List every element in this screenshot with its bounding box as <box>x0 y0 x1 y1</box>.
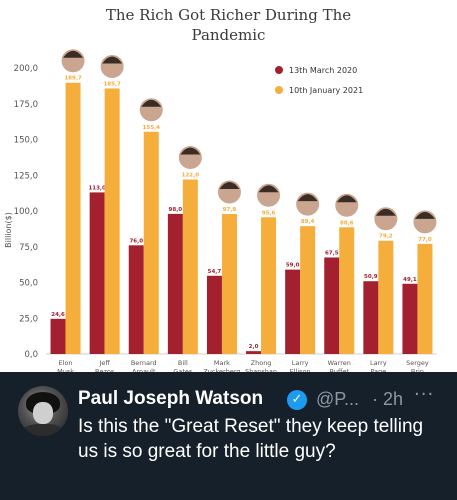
x-tick-label: Larry <box>292 359 309 367</box>
x-tick-label: Arnault <box>132 368 156 373</box>
x-tick-label: Page <box>370 368 386 373</box>
person-hair-icon <box>219 182 240 190</box>
person-hair-icon <box>141 99 162 107</box>
bar-january-2021 <box>378 240 394 354</box>
x-tick-label: Mark <box>214 359 230 367</box>
bar-january-2021 <box>300 226 316 354</box>
y-tick-label: 50,0 <box>19 279 38 289</box>
data-label: 113,0 <box>88 185 106 191</box>
data-label: 89,4 <box>301 219 315 225</box>
data-label: 185,7 <box>103 81 121 87</box>
x-tick-label: Gates <box>173 368 193 373</box>
data-label: 76,0 <box>129 238 143 244</box>
legend-label: 13th March 2020 <box>289 66 357 75</box>
x-tick-label: Sergey <box>406 359 429 367</box>
y-tick-label: 75,0 <box>19 243 38 253</box>
bar-january-2021 <box>261 217 277 354</box>
chart-panel: 0,0 25,0 50,0 75,0 100,0 125,0 150,0 175,0 200,0… <box>4 6 438 373</box>
x-tick-label: Shanshan <box>245 368 277 373</box>
data-label: 24,6 <box>51 312 65 318</box>
bar-march-2020 <box>246 351 262 354</box>
x-tick-label: Zuckerberg <box>203 368 240 373</box>
data-label: 67,5 <box>325 250 339 256</box>
x-tick-label: Warren <box>328 359 351 367</box>
data-label: 155,4 <box>143 125 161 131</box>
data-label: 122,0 <box>182 173 200 179</box>
bar-march-2020 <box>206 275 222 354</box>
bar-march-2020 <box>50 318 66 354</box>
y-tick-label: 25,0 <box>19 314 38 324</box>
x-tick-label: Buffet <box>329 368 349 373</box>
verified-badge-icon: ✓ <box>287 390 307 410</box>
chart-title-line2: Pandemic <box>191 26 266 44</box>
data-label: 98,0 <box>169 207 183 213</box>
data-label: 79,2 <box>379 234 393 240</box>
bar-march-2020 <box>128 245 144 354</box>
bar-march-2020 <box>324 257 340 354</box>
y-tick-label: 200,0 <box>14 64 38 74</box>
x-tick-label: Musk <box>57 368 74 373</box>
tweet-timestamp[interactable]: · 2h <box>372 389 404 409</box>
data-label: 49,1 <box>403 277 417 283</box>
tweet-card[interactable]: Paul Joseph Watson ✓ @P... · 2h ··· Is t… <box>0 372 457 500</box>
bar-january-2021 <box>65 82 81 354</box>
y-axis-label: Billion($) <box>4 212 13 248</box>
bar-january-2021 <box>339 227 355 354</box>
x-tick-label: Brin <box>411 368 424 373</box>
bar-chart: 0,0 25,0 50,0 75,0 100,0 125,0 150,0 175,0 200,0… <box>4 48 438 373</box>
data-label: 88,6 <box>340 220 354 226</box>
person-hair-icon <box>375 208 396 216</box>
chart-title-line1: The Rich Got Richer During The <box>105 6 352 24</box>
data-label: 97,9 <box>223 207 237 213</box>
person-hair-icon <box>336 195 357 203</box>
bar-march-2020 <box>167 213 183 354</box>
x-tick-label: Bezos <box>95 368 115 373</box>
y-tick-label: 175,0 <box>14 100 38 110</box>
person-hair-icon <box>102 56 123 64</box>
bar-march-2020 <box>285 269 301 354</box>
person-hair-icon <box>414 211 435 219</box>
y-tick-label: 0,0 <box>24 350 38 360</box>
x-tick-label: Zhong <box>251 359 272 367</box>
tweet-author-name[interactable]: Paul Joseph Watson <box>78 388 264 409</box>
bar-march-2020 <box>89 192 105 354</box>
bar-january-2021 <box>104 88 120 354</box>
data-label: 2,0 <box>249 344 259 350</box>
bar-january-2021 <box>417 243 433 354</box>
data-label: 95,6 <box>262 210 276 216</box>
x-tick-label: Jeff <box>98 359 110 367</box>
bar-january-2021 <box>221 214 237 354</box>
bar-march-2020 <box>402 283 418 354</box>
person-hair-icon <box>258 185 279 193</box>
data-label: 189,7 <box>64 76 82 82</box>
data-label: 77,0 <box>418 237 432 243</box>
tweet-author-handle[interactable]: @P... <box>316 389 359 409</box>
x-tick-label: Larry <box>370 359 387 367</box>
person-hair-icon <box>180 147 201 155</box>
y-tick-label: 150,0 <box>14 136 38 146</box>
y-tick-label: 100,0 <box>14 207 38 217</box>
y-tick-label: 125,0 <box>14 171 38 181</box>
data-label: 59,0 <box>286 263 300 269</box>
avatar[interactable] <box>18 386 68 436</box>
data-label: 50,9 <box>364 274 378 280</box>
data-label: 54,7 <box>208 269 222 275</box>
bar-march-2020 <box>363 281 379 354</box>
bar-january-2021 <box>182 179 198 354</box>
bar-january-2021 <box>143 131 159 354</box>
legend-marker <box>275 66 283 74</box>
more-options-icon[interactable]: ··· <box>414 384 435 405</box>
x-tick-label: Ellison <box>290 368 311 373</box>
x-tick-label: Bill <box>178 359 188 367</box>
legend-label: 10th January 2021 <box>289 86 363 95</box>
x-tick-label: Bernard <box>131 359 157 367</box>
person-hair-icon <box>297 194 318 202</box>
legend-marker <box>275 86 283 94</box>
person-hair-icon <box>63 50 84 58</box>
tweet-text: Is this the "Great Reset" they keep tell… <box>78 416 424 462</box>
x-tick-label: Elon <box>59 359 73 367</box>
